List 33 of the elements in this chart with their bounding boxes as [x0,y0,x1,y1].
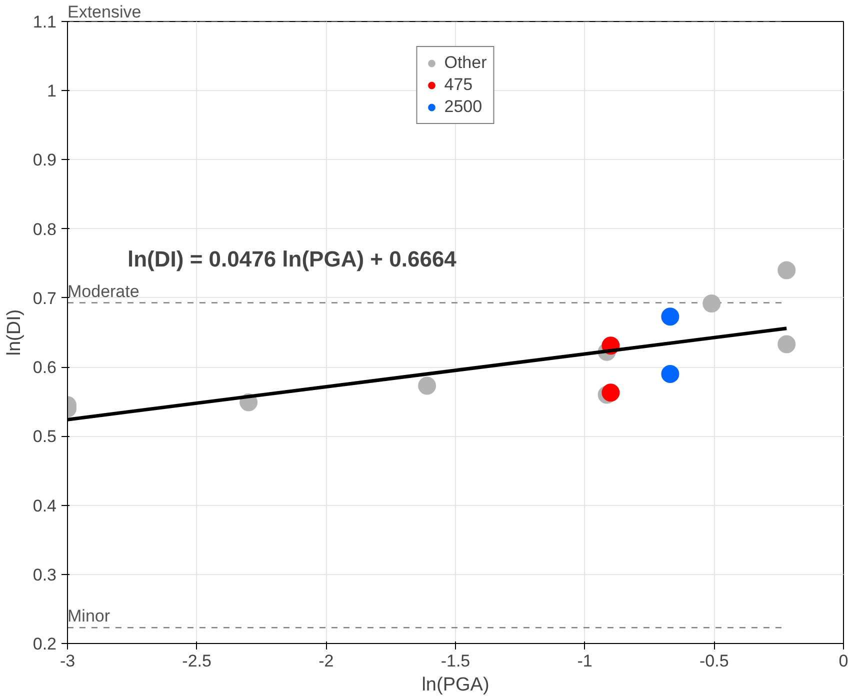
y-tick-label: 1 [47,82,57,101]
y-tick-label: 0.9 [32,150,57,170]
ref-line-label: Extensive [68,2,142,22]
point [602,384,620,402]
point [778,261,796,280]
annotation: ln(DI) = 0.0476 ln(PGA) + 0.6664 [128,246,458,272]
ref-line-label: Minor [68,606,110,626]
point [661,308,680,326]
x-tick-label: -3 [60,652,76,670]
x-tick-label: -2.5 [182,652,212,670]
point [418,376,436,395]
legend-label: 475 [444,75,473,95]
legend-label: Other [444,53,487,73]
y-tick-label: 1.1 [32,12,57,32]
y-tick-label: 0.2 [32,634,57,654]
x-tick-label: -0.5 [700,652,729,670]
point [702,294,721,312]
x-tick-label: 0 [838,652,848,670]
y-tick-label: 0.4 [32,496,57,516]
y-tick-label: 0.5 [32,427,57,446]
point [778,335,796,354]
point [661,364,680,383]
x-tick-label: -2 [318,652,334,670]
y-axis-title: ln(DI) [4,309,25,356]
y-tick-label: 0.3 [32,565,57,584]
ref-line-label: Moderate [68,282,140,301]
x-axis-title: ln(PGA) [422,674,490,696]
x-tick-label: -1 [577,652,592,670]
y-tick-label: 0.7 [32,288,57,308]
y-tick-label: 0.8 [32,220,57,239]
y-tick-label: 0.6 [32,358,57,378]
legend-label: 2500 [444,97,482,117]
x-tick-label: -1.5 [440,652,470,670]
